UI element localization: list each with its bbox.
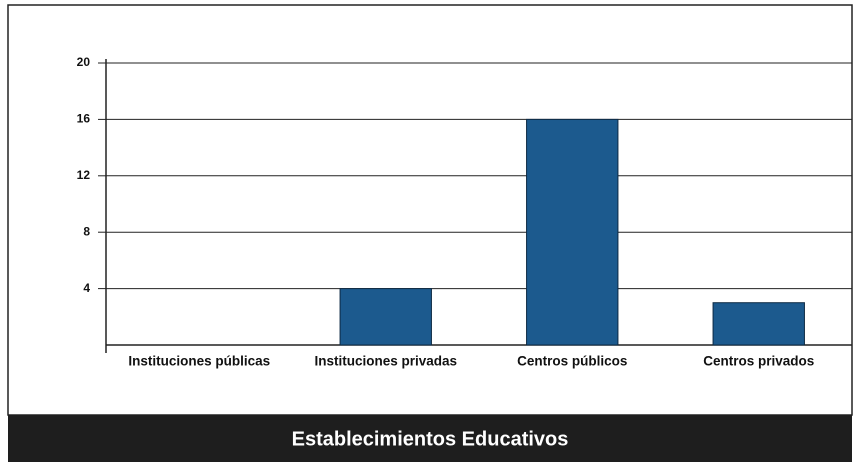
y-tick-label: 12 [77, 168, 91, 182]
y-tick-label: 16 [77, 112, 91, 126]
chart-title: Establecimientos Educativos [292, 428, 569, 450]
bar [526, 118, 619, 346]
y-tick-label: 8 [83, 224, 90, 238]
x-tick-label: Instituciones públicas [128, 354, 270, 369]
y-tick-label: 20 [77, 55, 91, 69]
bar [712, 302, 805, 346]
y-tick-label: 4 [83, 281, 90, 295]
x-tick-label: Centros públicos [517, 354, 627, 369]
x-tick-label: Instituciones privadas [314, 354, 457, 369]
chart-frame [7, 4, 853, 416]
x-tick-label: Centros privados [703, 354, 814, 369]
bar [339, 288, 432, 346]
title-bar [8, 415, 852, 462]
